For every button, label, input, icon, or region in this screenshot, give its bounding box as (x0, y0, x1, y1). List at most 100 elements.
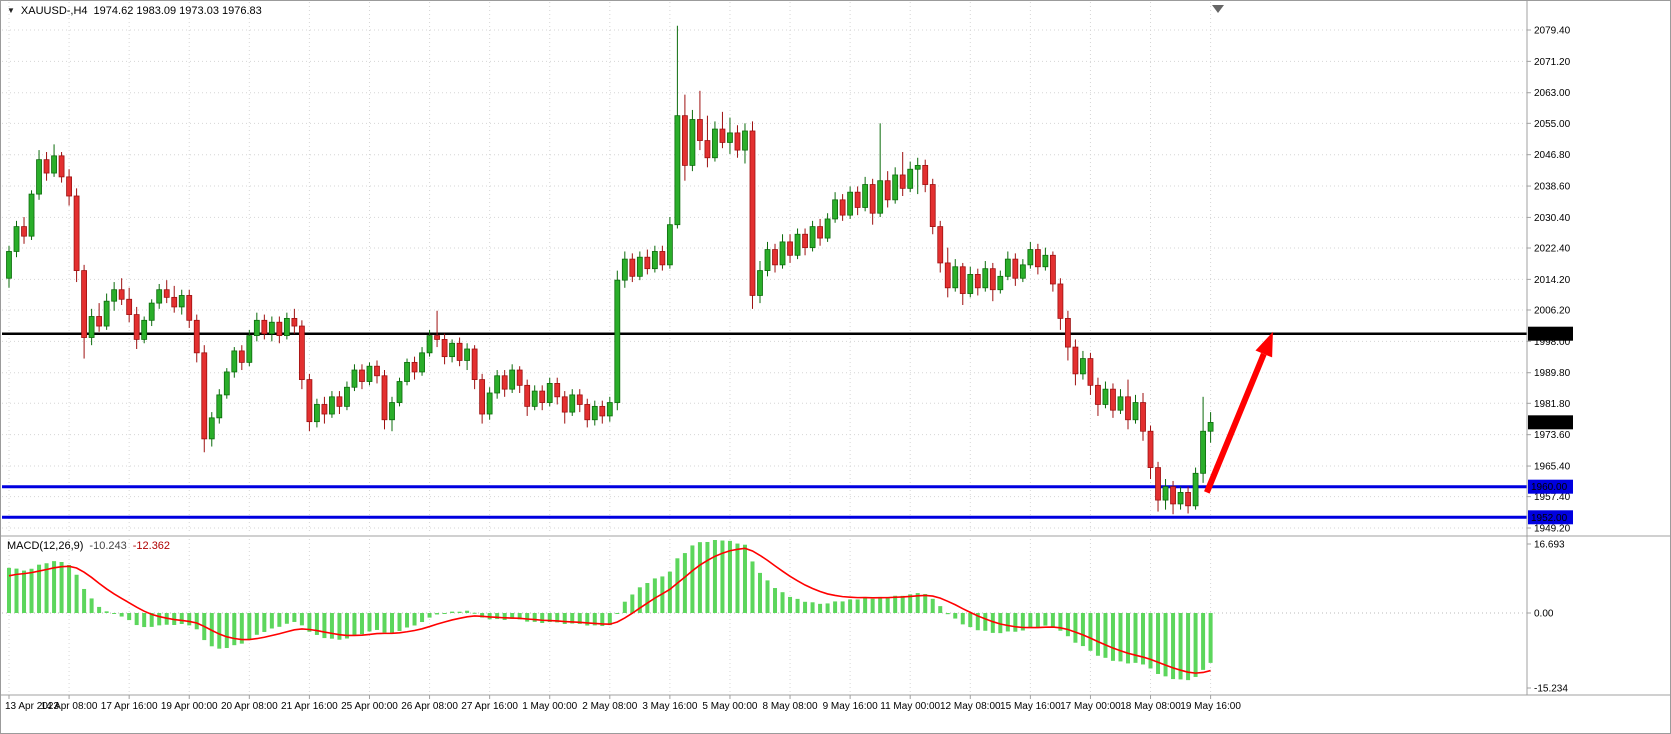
macd-histogram-bar (960, 613, 965, 625)
candle (606, 402, 613, 417)
macd-histogram-bar (870, 598, 875, 613)
macd-histogram-bar (1013, 613, 1018, 632)
macd-histogram-bar (1110, 613, 1115, 661)
candle (666, 224, 673, 266)
candle (1162, 486, 1169, 501)
macd-histogram-bar (637, 587, 642, 613)
candle (659, 251, 666, 266)
macd-histogram-bar (788, 596, 793, 613)
macd-histogram-bar (825, 603, 830, 613)
macd-histogram-bar (765, 580, 770, 613)
macd-histogram-bar (900, 595, 905, 613)
macd-histogram-bar (923, 594, 928, 613)
candle (298, 325, 305, 380)
candle (111, 289, 118, 302)
candle (697, 119, 703, 141)
macd-histogram-bar (322, 613, 327, 639)
macd-histogram-bar (14, 568, 19, 613)
macd-main-value: -10.243 (89, 540, 127, 552)
macd-histogram-bar (1073, 613, 1078, 643)
candle (832, 199, 838, 220)
candle (1087, 358, 1094, 386)
candle (824, 218, 831, 239)
candle (959, 266, 966, 294)
price-box-label: 1960.00 (1531, 482, 1568, 493)
macd-histogram-bar (359, 613, 364, 635)
candle (1170, 486, 1176, 505)
candle (629, 258, 636, 277)
price-tick-label: 2063.00 (1534, 88, 1571, 99)
macd-histogram-bar (450, 611, 455, 613)
macd-histogram-bar (773, 588, 778, 613)
candlesticks (6, 25, 1214, 515)
candle (764, 249, 771, 271)
macd-tick-label: -15.234 (1534, 684, 1568, 695)
candle (682, 115, 688, 166)
candle (907, 168, 914, 189)
candle (524, 384, 531, 407)
candle (636, 256, 643, 277)
macd-histogram-bar (134, 613, 139, 626)
candle (1110, 388, 1116, 411)
chart-shift-marker-icon[interactable] (1212, 5, 1224, 13)
macd-histogram-bar (1163, 613, 1168, 677)
candle (651, 251, 658, 270)
time-axis-label: 19 May 16:00 (1180, 701, 1241, 712)
candle (569, 394, 576, 413)
candle (989, 268, 996, 291)
candle (1192, 472, 1199, 507)
macd-histogram-bar (307, 613, 312, 632)
macd-histogram-bar (412, 613, 417, 626)
macd-histogram-bar (299, 613, 304, 626)
candle (216, 394, 223, 419)
macd-histogram-bar (547, 613, 552, 623)
macd-histogram-bar (1058, 613, 1063, 631)
macd-histogram-bar (758, 572, 762, 613)
price-tick-label: 2046.80 (1534, 150, 1571, 161)
candle (6, 251, 12, 279)
macd-histogram-bar (1141, 613, 1146, 665)
macd-histogram-bar (727, 540, 732, 613)
arrow-head (1255, 331, 1273, 358)
candle (456, 342, 463, 361)
candle (869, 184, 876, 214)
macd-pane (2, 540, 1527, 681)
macd-histogram-bar (329, 613, 334, 639)
macd-histogram-bar (127, 613, 132, 621)
macd-histogram-bar (37, 564, 42, 613)
price-box-label: 2000.00 (1531, 329, 1568, 340)
macd-axis: 16.693 0.00 -15.234 (1527, 540, 1568, 695)
macd-histogram-bar (1193, 613, 1198, 677)
time-axis-label: 11 May 00:00 (880, 701, 940, 712)
macd-histogram-bar (397, 613, 402, 631)
candle (81, 270, 87, 338)
time-axis-label: 25 Apr 00:00 (341, 701, 398, 712)
candle (884, 180, 891, 201)
candle (1049, 254, 1056, 285)
candle (434, 335, 440, 340)
candle (614, 279, 621, 403)
macd-histogram-bar (277, 613, 282, 627)
macd-histogram-bar (690, 545, 695, 613)
macd-histogram-bar (217, 613, 222, 649)
macd-histogram-bar (502, 613, 507, 620)
candle (329, 396, 335, 415)
candle (704, 140, 711, 159)
macd-histogram-bar (247, 613, 252, 640)
time-axis-label: 15 May 16:00 (1000, 701, 1061, 712)
macd-histogram-bar (930, 598, 935, 613)
symbol-marker-icon: ▼ (7, 6, 15, 15)
candle (561, 396, 568, 413)
time-axis-label: 27 Apr 16:00 (461, 701, 518, 712)
candle (208, 417, 215, 440)
macd-histogram-bar (532, 613, 537, 622)
price-tick-label: 2014.20 (1534, 275, 1571, 286)
macd-histogram-bar (652, 578, 657, 613)
macd-histogram-bar (390, 613, 395, 633)
candle (118, 289, 125, 300)
trend-arrow[interactable] (1204, 331, 1273, 494)
macd-histogram-bar (262, 613, 267, 632)
time-axis-label: 8 May 08:00 (763, 701, 818, 712)
candle (899, 174, 906, 189)
